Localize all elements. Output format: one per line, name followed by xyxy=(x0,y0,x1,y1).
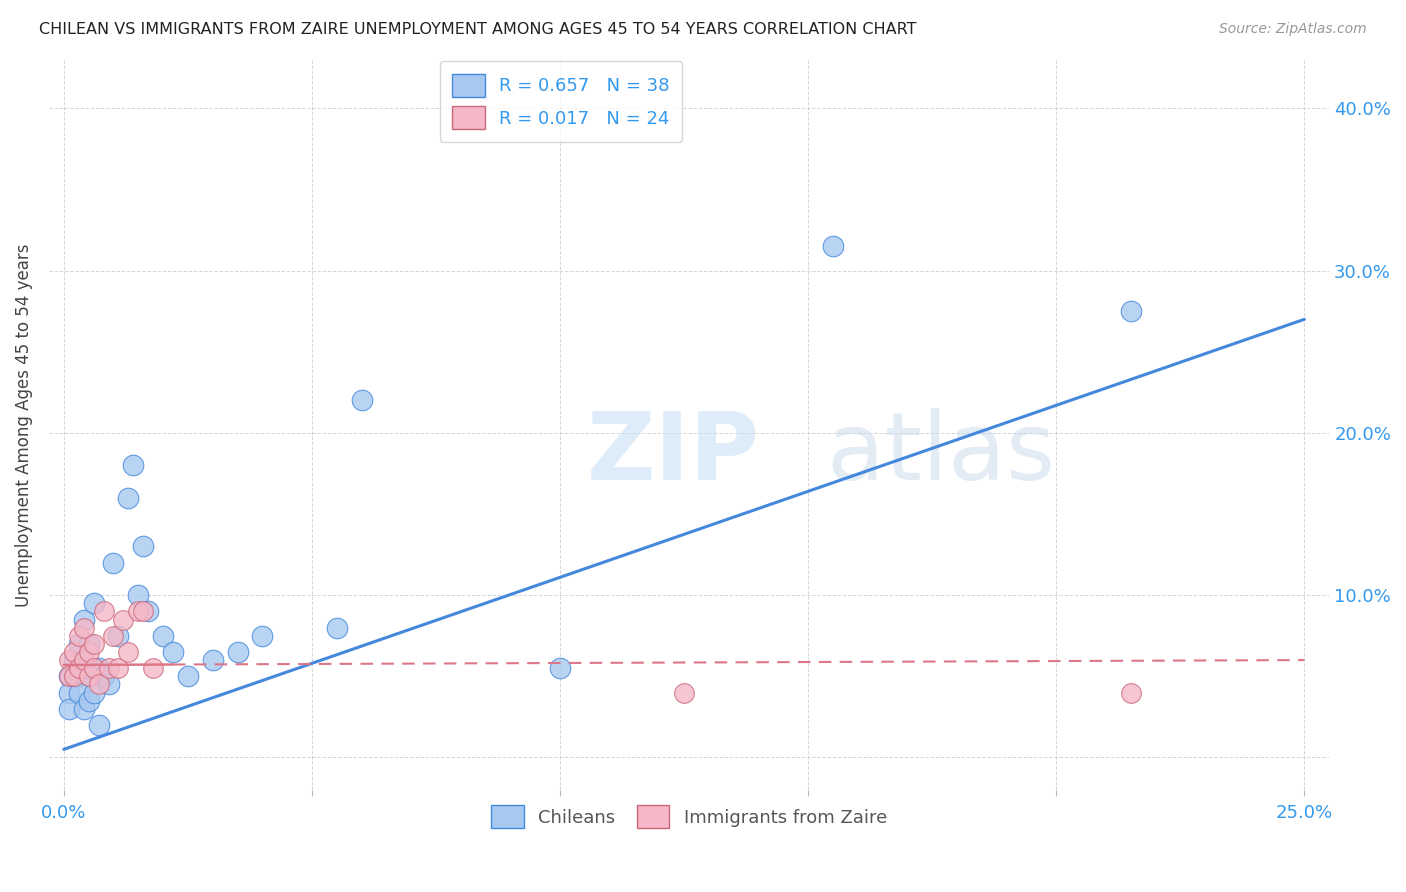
Text: atlas: atlas xyxy=(586,408,1054,500)
Point xyxy=(77,693,100,707)
Point xyxy=(226,645,249,659)
Point xyxy=(136,604,159,618)
Point xyxy=(252,629,274,643)
Point xyxy=(67,685,90,699)
Point xyxy=(117,491,139,505)
Point xyxy=(152,629,174,643)
Point xyxy=(67,661,90,675)
Point xyxy=(67,669,90,683)
Point xyxy=(142,661,165,675)
Text: CHILEAN VS IMMIGRANTS FROM ZAIRE UNEMPLOYMENT AMONG AGES 45 TO 54 YEARS CORRELAT: CHILEAN VS IMMIGRANTS FROM ZAIRE UNEMPLO… xyxy=(39,22,917,37)
Point xyxy=(93,604,115,618)
Point xyxy=(58,685,80,699)
Point xyxy=(1119,304,1142,318)
Point xyxy=(67,637,90,651)
Point xyxy=(77,645,100,659)
Point xyxy=(87,677,110,691)
Point xyxy=(73,621,96,635)
Point xyxy=(350,393,373,408)
Point xyxy=(58,653,80,667)
Point xyxy=(97,661,120,675)
Point xyxy=(83,661,105,675)
Point xyxy=(162,645,184,659)
Text: ZIP: ZIP xyxy=(586,408,759,500)
Point xyxy=(201,653,224,667)
Point xyxy=(77,661,100,675)
Point xyxy=(132,540,155,554)
Text: Source: ZipAtlas.com: Source: ZipAtlas.com xyxy=(1219,22,1367,37)
Point xyxy=(821,239,844,253)
Point xyxy=(132,604,155,618)
Point xyxy=(93,669,115,683)
Point xyxy=(673,685,696,699)
Point xyxy=(67,629,90,643)
Point xyxy=(87,661,110,675)
Point xyxy=(73,702,96,716)
Point xyxy=(107,629,129,643)
Point xyxy=(127,588,149,602)
Point xyxy=(58,669,80,683)
Point xyxy=(97,677,120,691)
Point xyxy=(326,621,349,635)
Y-axis label: Unemployment Among Ages 45 to 54 years: Unemployment Among Ages 45 to 54 years xyxy=(15,243,32,607)
Point xyxy=(77,637,100,651)
Point xyxy=(73,653,96,667)
Point xyxy=(83,685,105,699)
Legend: Chileans, Immigrants from Zaire: Chileans, Immigrants from Zaire xyxy=(484,798,894,836)
Point xyxy=(1119,685,1142,699)
Point xyxy=(127,604,149,618)
Point xyxy=(62,645,84,659)
Point xyxy=(77,669,100,683)
Point xyxy=(73,613,96,627)
Point xyxy=(112,613,135,627)
Point xyxy=(548,661,571,675)
Point xyxy=(103,556,125,570)
Point xyxy=(117,645,139,659)
Point xyxy=(103,629,125,643)
Point xyxy=(62,669,84,683)
Point xyxy=(83,637,105,651)
Point xyxy=(62,653,84,667)
Point xyxy=(122,458,145,473)
Point xyxy=(177,669,200,683)
Point xyxy=(58,669,80,683)
Point xyxy=(107,661,129,675)
Point xyxy=(73,661,96,675)
Point xyxy=(58,702,80,716)
Point xyxy=(62,669,84,683)
Point xyxy=(83,596,105,610)
Point xyxy=(87,718,110,732)
